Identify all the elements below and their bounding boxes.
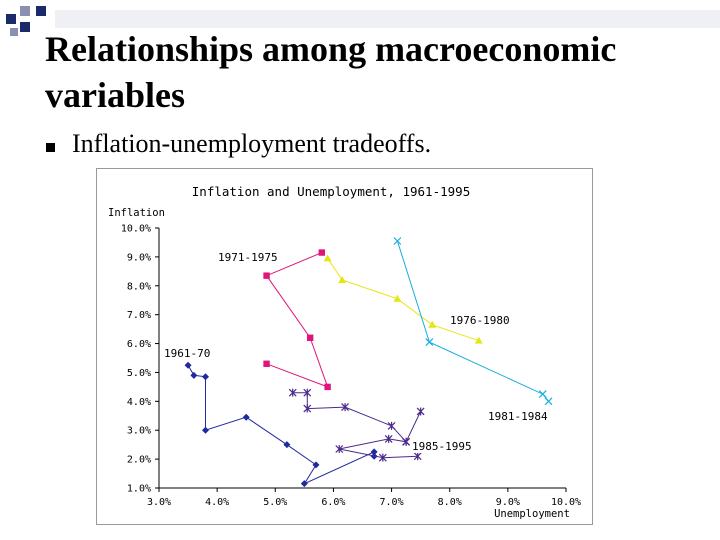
bullet-marker — [46, 143, 55, 152]
header-decoration — [0, 0, 720, 40]
chart-title: Inflation and Unemployment, 1961-1995 — [192, 184, 470, 199]
data-point — [303, 388, 312, 397]
data-point — [318, 249, 325, 256]
y-tick-label: 10.0% — [121, 224, 151, 235]
series-line — [187, 364, 375, 485]
data-point — [306, 334, 314, 341]
x-tick-label: 7.0% — [380, 497, 404, 508]
x-tick-label: 8.0% — [438, 497, 462, 508]
data-point — [263, 360, 270, 367]
data-point — [242, 413, 250, 421]
series-label: 1976-1980 — [450, 314, 510, 327]
slide-title: Relationships among macroeconomic variab… — [45, 29, 617, 115]
x-tick-label: 10.0% — [551, 497, 581, 508]
data-point — [393, 294, 402, 302]
data-point — [384, 434, 393, 443]
data-point — [544, 397, 553, 406]
y-tick-label: 6.0% — [127, 339, 151, 350]
data-point — [190, 371, 198, 379]
series-label-bg — [486, 410, 555, 423]
data-point — [428, 320, 437, 328]
series-label: 1961-70 — [164, 347, 210, 360]
y-tick-label: 9.0% — [127, 252, 151, 263]
x-tick-label: 5.0% — [263, 497, 287, 508]
data-point — [323, 254, 332, 262]
data-point — [413, 452, 422, 461]
data-point — [341, 403, 349, 412]
y-tick-label: 5.0% — [127, 368, 151, 379]
series-1971-1975 — [263, 249, 331, 391]
y-axis-label: Inflation — [108, 207, 165, 219]
series-label-bg — [448, 314, 517, 327]
series-label-bg — [162, 347, 217, 360]
x-tick-label: 3.0% — [147, 497, 171, 508]
data-point — [288, 388, 297, 397]
x-tick-label: 6.0% — [321, 497, 345, 508]
series-1981-1984 — [393, 237, 553, 406]
data-point — [538, 390, 547, 399]
data-point — [474, 336, 483, 344]
data-point — [324, 383, 331, 391]
data-point — [338, 276, 347, 283]
data-point — [370, 448, 378, 456]
y-tick-label: 4.0% — [127, 397, 151, 408]
data-point — [335, 445, 344, 453]
series-label-bg — [410, 440, 479, 453]
data-point — [402, 437, 411, 446]
data-point — [387, 421, 396, 430]
data-point — [312, 461, 320, 469]
data-point — [300, 480, 308, 488]
y-tick-label: 8.0% — [127, 281, 151, 292]
series-1961-70 — [184, 361, 378, 488]
series-label: 1981-1984 — [488, 410, 548, 423]
series-1976-1980 — [323, 254, 483, 344]
bullet-text: Inflation-unemployment tradeoffs. — [72, 129, 432, 158]
series-1985-1995 — [288, 388, 425, 462]
data-point — [184, 361, 192, 369]
chart-svg: Inflation and Unemployment, 1961-1995 In… — [96, 168, 593, 525]
x-axis-label: Unemployment — [494, 508, 570, 520]
chart-container: Inflation and Unemployment, 1961-1995 In… — [96, 168, 594, 526]
y-tick-label: 3.0% — [127, 426, 151, 437]
data-point — [283, 441, 291, 449]
y-tick-label: 1.0% — [127, 484, 151, 495]
data-point — [378, 453, 387, 462]
series-label: 1985-1995 — [412, 440, 472, 453]
series-label: 1971-1975 — [218, 251, 278, 264]
data-point — [202, 426, 210, 434]
series-label-bg — [216, 251, 285, 264]
x-tick-label: 4.0% — [205, 497, 229, 508]
y-tick-label: 2.0% — [127, 455, 151, 466]
y-tick-label: 7.0% — [127, 310, 151, 321]
data-point — [416, 407, 425, 416]
data-point — [202, 373, 210, 381]
data-point — [263, 272, 270, 279]
data-point — [425, 338, 434, 347]
data-point — [303, 404, 312, 413]
x-tick-label: 9.0% — [496, 497, 520, 508]
data-point — [393, 237, 402, 245]
